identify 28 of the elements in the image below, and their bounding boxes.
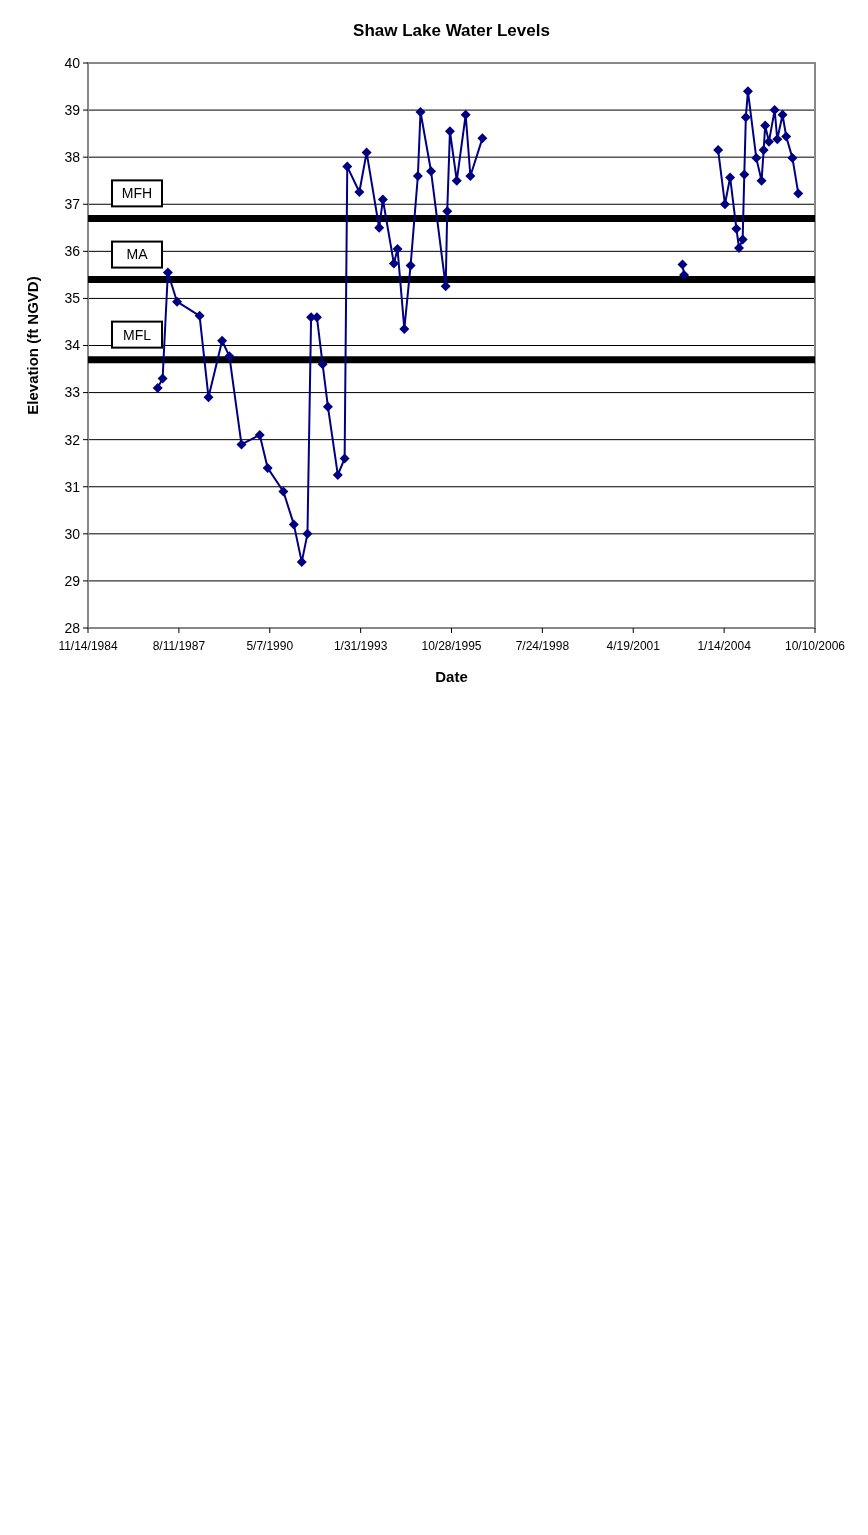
y-tick-label: 29 bbox=[64, 572, 81, 589]
y-tick-label: 30 bbox=[64, 525, 81, 542]
y-tick-label: 40 bbox=[64, 54, 81, 71]
x-tick-label: 1/14/2004 bbox=[697, 639, 752, 653]
y-tick-label: 34 bbox=[64, 337, 81, 354]
y-tick-label: 38 bbox=[64, 149, 81, 166]
y-tick-label: 39 bbox=[64, 101, 81, 118]
ref-line-label: MFL bbox=[123, 326, 152, 343]
y-tick-label: 35 bbox=[64, 290, 81, 307]
x-axis-title: Date bbox=[435, 668, 468, 685]
y-tick-label: 36 bbox=[64, 243, 81, 260]
ref-line-label: MA bbox=[126, 246, 149, 263]
x-tick-label: 5/7/1990 bbox=[246, 639, 294, 653]
x-tick-label: 1/31/1993 bbox=[333, 639, 388, 653]
y-tick-label: 37 bbox=[64, 196, 81, 213]
y-tick-label: 31 bbox=[64, 478, 81, 495]
x-tick-label: 4/19/2001 bbox=[606, 639, 661, 653]
y-tick-label: 33 bbox=[64, 384, 81, 401]
x-tick-label: 11/14/1984 bbox=[58, 639, 118, 653]
x-tick-label: 10/28/1995 bbox=[421, 639, 482, 653]
x-tick-label: 8/11/1987 bbox=[152, 639, 206, 653]
y-tick-label: 28 bbox=[64, 619, 81, 636]
ref-line-label: MFH bbox=[121, 185, 153, 202]
x-tick-label: 7/24/1998 bbox=[515, 639, 570, 653]
x-tick-label: 10/10/2006 bbox=[784, 639, 846, 653]
y-tick-label: 32 bbox=[64, 431, 81, 448]
chart-title: Shaw Lake Water Levels bbox=[353, 21, 550, 40]
y-axis-title: Elevation (ft NGVD) bbox=[24, 276, 41, 415]
